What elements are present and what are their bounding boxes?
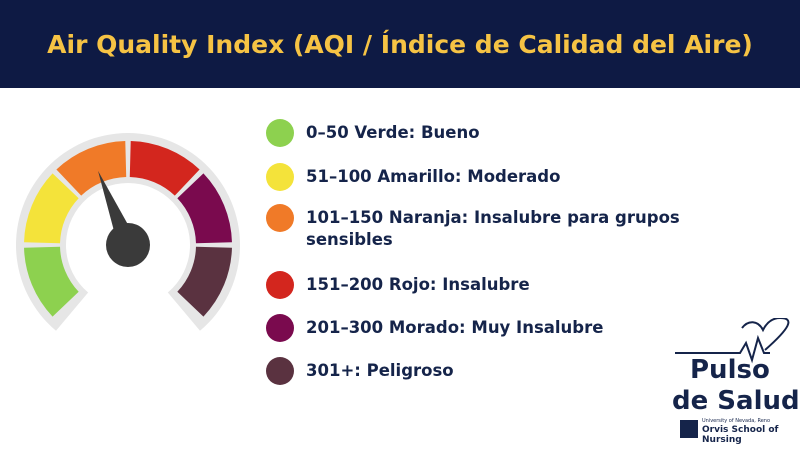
legend-item: 51–100 Amarillo: Moderado bbox=[266, 163, 686, 191]
gauge-segment bbox=[24, 173, 79, 244]
legend-label: 0–50 Verde: Bueno bbox=[306, 123, 480, 142]
legend-label: 301+: Peligroso bbox=[306, 361, 454, 380]
heart-logo bbox=[675, 318, 790, 364]
logo-badge bbox=[680, 420, 698, 438]
legend-label: 201–300 Morado: Muy Insalubre bbox=[306, 318, 604, 337]
gauge-segment bbox=[129, 141, 200, 196]
legend-dot bbox=[266, 357, 294, 385]
legend-label: 101–150 Naranja: Insalubre para grupos s… bbox=[306, 208, 680, 249]
gauge-hub bbox=[106, 223, 150, 267]
legend-dot bbox=[266, 314, 294, 342]
gauge-segment bbox=[177, 246, 232, 317]
legend-dot bbox=[266, 163, 294, 191]
heart-line bbox=[675, 318, 790, 364]
logo-line1: Pulso bbox=[690, 355, 770, 385]
gauge-segment bbox=[177, 173, 232, 244]
legend-item: 101–150 Naranja: Insalubre para grupos s… bbox=[266, 204, 686, 251]
logo-school: Orvis School of Nursing bbox=[702, 425, 779, 445]
header: Air Quality Index (AQI / Índice de Calid… bbox=[0, 0, 800, 88]
legend-item: 201–300 Morado: Muy Insalubre bbox=[266, 314, 686, 342]
gauge-segment bbox=[24, 246, 79, 317]
legend-item: 151–200 Rojo: Insalubre bbox=[266, 271, 686, 299]
logo-university: University of Nevada, Reno bbox=[702, 418, 771, 424]
legend-item: 301+: Peligroso bbox=[266, 357, 686, 385]
legend-item: 0–50 Verde: Bueno bbox=[266, 119, 686, 147]
gauge bbox=[16, 133, 241, 331]
legend-dot bbox=[266, 204, 294, 232]
legend-label: 151–200 Rojo: Insalubre bbox=[306, 275, 530, 294]
title: Air Quality Index (AQI / Índice de Calid… bbox=[47, 29, 753, 59]
logo-line2: de Salud bbox=[672, 386, 800, 416]
legend-dot bbox=[266, 119, 294, 147]
gauge-segment bbox=[56, 141, 127, 196]
legend-dot bbox=[266, 271, 294, 299]
legend-label: 51–100 Amarillo: Moderado bbox=[306, 167, 561, 186]
